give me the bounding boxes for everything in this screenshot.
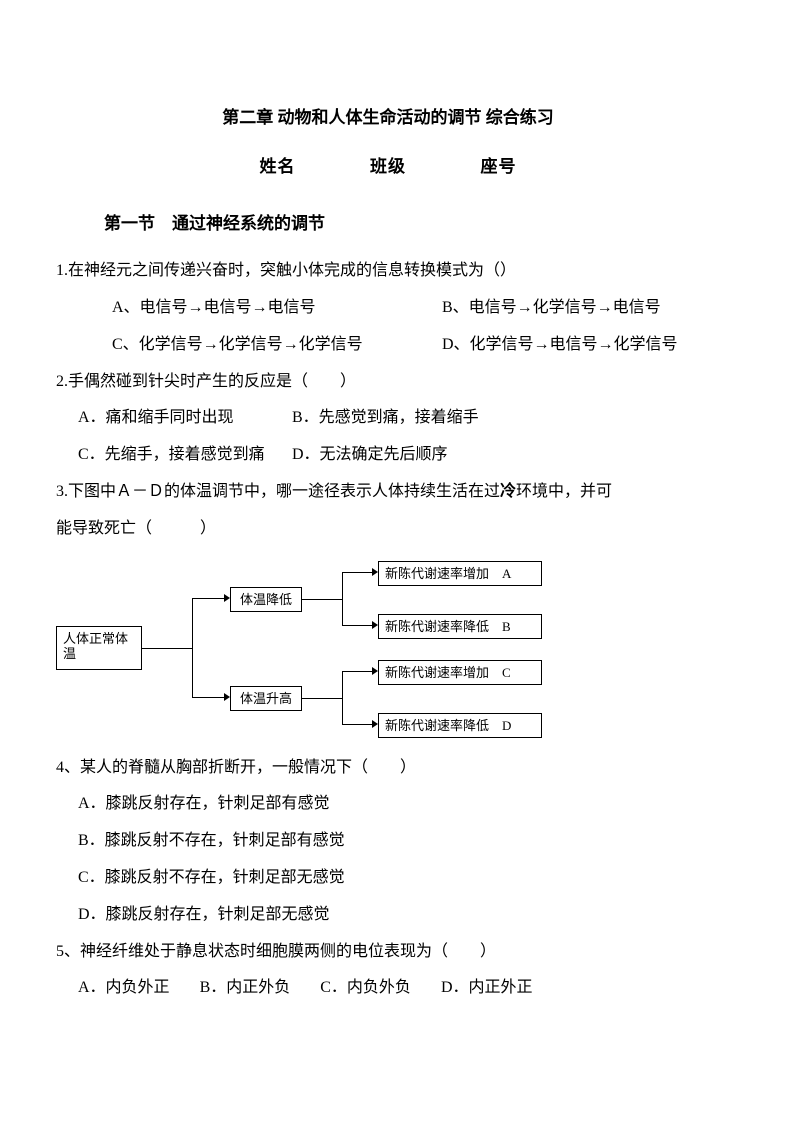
label-class: 班级 (370, 147, 406, 186)
q4-opt-a: A．膝跳反射存在，针刺足部有感觉 (78, 786, 720, 823)
q1-opt-d: D、化学信号→电信号→化学信号 (442, 327, 678, 364)
q3-bold: 冷 (500, 483, 516, 500)
q1-text: 1.在神经元之间传递兴奋时，突触小体完成的信息转换模式为（） (56, 253, 720, 290)
line (192, 598, 193, 698)
q5-opt-a: A．内负外正 (78, 970, 170, 1007)
q1-row2: C、化学信号→化学信号→化学信号 D、化学信号→电信号→化学信号 (56, 327, 720, 364)
label-name: 姓名 (260, 147, 296, 186)
q2-row1: A．痛和缩手同时出现 B．先感觉到痛，接着缩手 (78, 400, 720, 437)
page-title: 第二章 动物和人体生命活动的调节 综合练习 (56, 98, 720, 137)
q4-text: 4、某人的脊髓从胸部折断开，一般情况下（ ） (56, 750, 720, 787)
q5-opt-b: B．内正外负 (200, 970, 291, 1007)
q2-opt-b: B．先感觉到痛，接着缩手 (292, 400, 479, 437)
q3-text2: 环境中，并可 (516, 483, 612, 500)
q3-text1: 3.下图中Ａ－Ｄ的体温调节中，哪一途径表示人体持续生活在过 (56, 483, 500, 500)
q2-opt-d: D．无法确定先后顺序 (292, 437, 448, 474)
line (342, 572, 343, 626)
line (342, 572, 376, 573)
q4-opt-c: C．膝跳反射不存在，针刺足部无感觉 (78, 860, 720, 897)
node-leaf-a: 新陈代谢速率增加 A (378, 561, 542, 587)
student-info: 姓名 班级 座号 (56, 147, 720, 186)
q1-opt-c: C、化学信号→化学信号→化学信号 (112, 327, 442, 364)
node-low: 体温降低 (230, 587, 302, 613)
line (342, 625, 376, 626)
node-leaf-b: 新陈代谢速率降低 B (378, 614, 542, 640)
line (342, 724, 376, 725)
line (302, 599, 342, 600)
q4-opt-d: D．膝跳反射存在，针刺足部无感觉 (78, 897, 720, 934)
q2-opt-c: C．先缩手，接着感觉到痛 (78, 437, 288, 474)
q2-row2: C．先缩手，接着感觉到痛 D．无法确定先后顺序 (78, 437, 720, 474)
q5-opt-c: C．内负外负 (320, 970, 411, 1007)
section-title: 第一节 通过神经系统的调节 (104, 204, 720, 243)
q2-text: 2.手偶然碰到针尖时产生的反应是（ ） (56, 364, 720, 401)
q5-text: 5、神经纤维处于静息状态时细胞膜两侧的电位表现为（ ） (56, 934, 720, 971)
q1-opt-a: A、电信号→电信号→电信号 (112, 290, 442, 327)
q2-opt-a: A．痛和缩手同时出现 (78, 400, 288, 437)
line (302, 698, 342, 699)
node-leaf-c: 新陈代谢速率增加 C (378, 660, 542, 686)
line (342, 671, 376, 672)
line (342, 671, 343, 725)
line (142, 648, 192, 649)
q3-line2: 能导致死亡（ ） (56, 511, 720, 548)
diagram: 人体正常体温 体温降低 体温升高 新陈代谢速率增加 A 新陈代谢速率降低 B 新… (56, 554, 720, 744)
line (192, 598, 228, 599)
q4-opt-b: B．膝跳反射不存在，针刺足部有感觉 (78, 823, 720, 860)
q5-opt-d: D．内正外正 (441, 970, 533, 1007)
node-leaf-d: 新陈代谢速率降低 D (378, 713, 542, 739)
q1-opt-b: B、电信号→化学信号→电信号 (442, 290, 661, 327)
page: 第二章 动物和人体生命活动的调节 综合练习 姓名 班级 座号 第一节 通过神经系… (0, 0, 800, 1132)
q5-options: A．内负外正 B．内正外负 C．内负外负 D．内正外正 (78, 970, 720, 1007)
node-root: 人体正常体温 (56, 626, 142, 670)
q1-row1: A、电信号→电信号→电信号 B、电信号→化学信号→电信号 (56, 290, 720, 327)
line (192, 697, 228, 698)
node-high: 体温升高 (230, 686, 302, 712)
label-seat: 座号 (481, 147, 517, 186)
q3-line1: 3.下图中Ａ－Ｄ的体温调节中，哪一途径表示人体持续生活在过冷环境中，并可 (56, 474, 720, 511)
